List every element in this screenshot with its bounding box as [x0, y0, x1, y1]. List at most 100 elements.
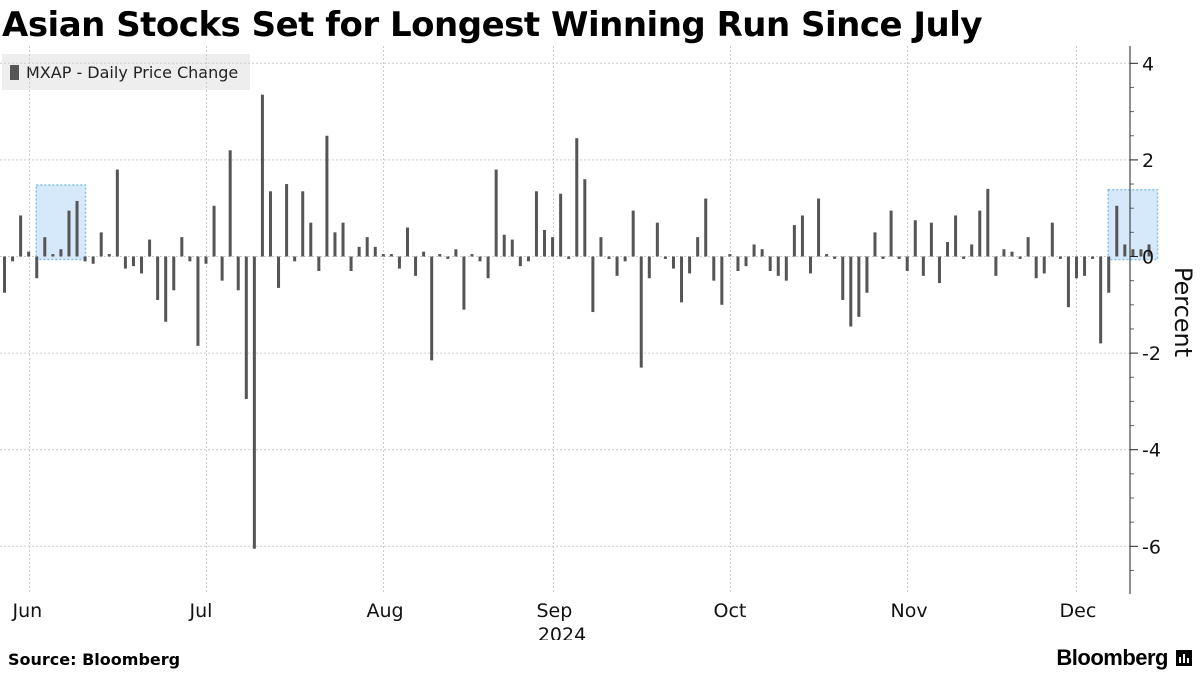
bar [526, 256, 530, 262]
brand-name: Bloomberg [1056, 645, 1168, 670]
bar [921, 256, 925, 276]
bar [680, 256, 684, 303]
bar [946, 242, 950, 257]
y-tick-label: 0 [1142, 247, 1154, 269]
bar [567, 256, 571, 259]
bar [268, 191, 272, 257]
bar [1123, 244, 1127, 257]
bar [35, 256, 39, 279]
bar [107, 254, 111, 257]
bar [414, 256, 418, 276]
bar [744, 256, 748, 267]
bar [91, 256, 95, 264]
bar [365, 237, 369, 257]
bar [913, 220, 917, 257]
bar [212, 205, 216, 257]
chart-legend: MXAP - Daily Price Change [2, 54, 251, 90]
bar [986, 188, 990, 257]
bar [59, 249, 63, 257]
bar [575, 138, 579, 257]
bar [317, 256, 321, 271]
bar [591, 256, 595, 313]
bar [11, 256, 15, 262]
bar [293, 256, 297, 262]
bar [51, 254, 55, 257]
bar-chart: 4 2 0 -2 -4 -6 Jun Jul Aug Sep Oct Nov Dec Percent 2… [0, 46, 1197, 640]
bar [115, 169, 119, 257]
bar [784, 256, 788, 281]
y-axis-title: Percent [1169, 267, 1197, 357]
y-tick-label: 2 [1142, 150, 1154, 172]
bar [1099, 256, 1103, 344]
bar [228, 150, 232, 257]
x-tick-label: Dec [1060, 600, 1097, 622]
bar [430, 256, 434, 361]
bar [381, 254, 385, 257]
bar [937, 256, 941, 284]
bar [873, 232, 877, 257]
bar [1042, 256, 1046, 274]
bar-layer [3, 94, 1151, 549]
bar [1018, 256, 1022, 259]
bar [857, 256, 861, 317]
bar [623, 256, 627, 262]
bar [929, 222, 933, 257]
bar [768, 256, 772, 271]
bar [559, 193, 563, 257]
bar [631, 210, 635, 257]
bar [260, 94, 264, 257]
bar [583, 179, 587, 257]
bar [325, 135, 329, 257]
axis-layer: 4 2 0 -2 -4 -6 Jun Jul Aug Sep Oct Nov Dec [12, 46, 1161, 622]
legend-label: MXAP - Daily Price Change [26, 62, 239, 82]
bar [534, 191, 538, 257]
bar [1091, 256, 1095, 259]
grid-layer [0, 46, 1130, 594]
bar [970, 244, 974, 257]
bar [1058, 256, 1062, 259]
y-tick-label: -6 [1142, 536, 1161, 558]
bar [954, 215, 958, 257]
bar [1107, 256, 1111, 293]
bar [688, 256, 692, 274]
bar [438, 254, 442, 257]
bar [406, 227, 409, 257]
y-tick-label: -2 [1142, 343, 1161, 365]
bar [752, 244, 756, 257]
bar [1010, 251, 1014, 257]
bar [156, 256, 160, 300]
bar [27, 251, 31, 257]
bar [720, 256, 724, 305]
bar [712, 256, 716, 281]
bar [865, 256, 869, 293]
bar [849, 256, 853, 327]
bar [1074, 256, 1078, 279]
bar [470, 254, 474, 257]
bar [333, 232, 337, 257]
bar [43, 237, 47, 257]
bar [978, 210, 982, 257]
bar [1131, 249, 1135, 257]
bar [19, 215, 23, 257]
bar [792, 225, 796, 257]
bar [3, 256, 6, 293]
bar [607, 256, 611, 259]
year-label: 2024 [538, 624, 586, 640]
bar [994, 256, 998, 276]
bar [462, 256, 466, 310]
bar [704, 198, 708, 257]
bar [75, 200, 79, 257]
bar [825, 254, 829, 257]
bar [486, 256, 490, 279]
x-tick-label: Nov [891, 600, 928, 622]
bar [663, 256, 667, 259]
bar [502, 234, 506, 257]
bar [889, 210, 893, 257]
bar [841, 256, 845, 300]
bar [389, 254, 393, 257]
bar [1034, 256, 1038, 279]
bar [647, 256, 651, 279]
y-tick-label: 4 [1142, 53, 1154, 75]
bar [140, 256, 144, 274]
bar [543, 229, 547, 257]
